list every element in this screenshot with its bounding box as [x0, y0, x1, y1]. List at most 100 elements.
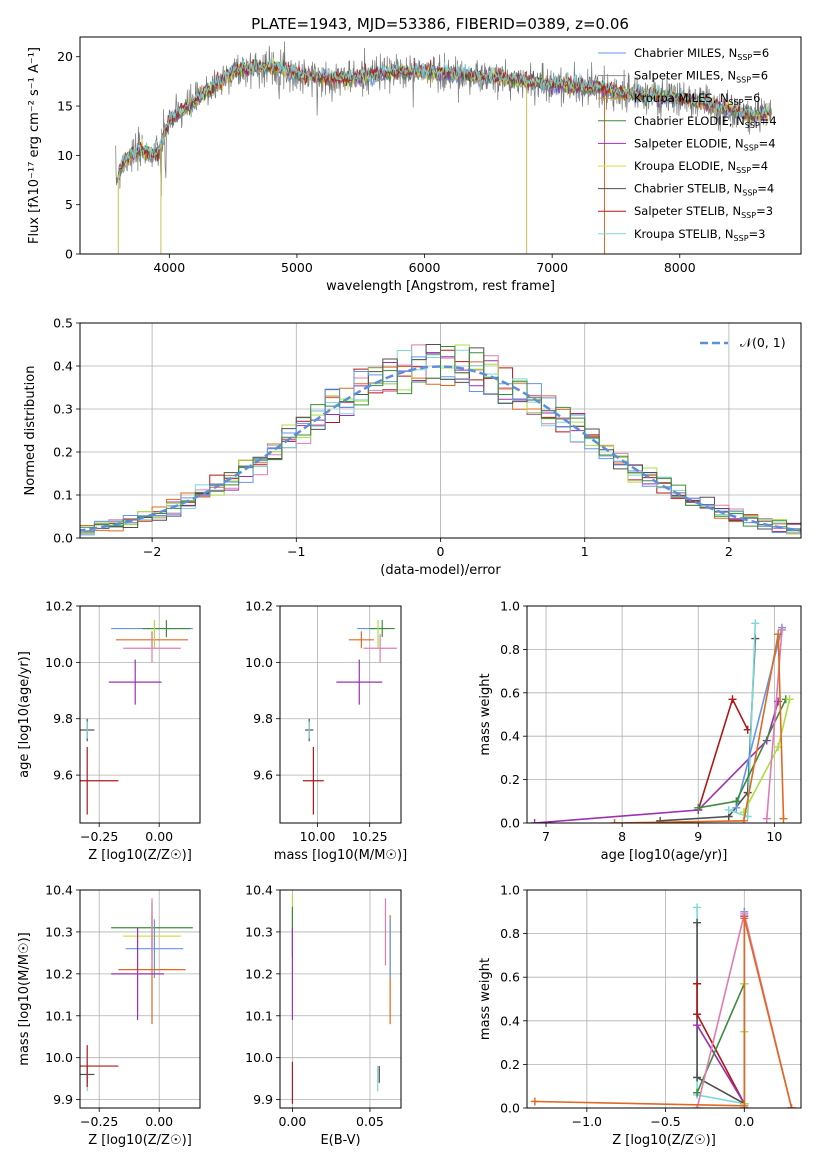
- y-tick-label: 0.6: [500, 685, 520, 700]
- y-axis-label: Normed distribution: [23, 366, 38, 496]
- mass-weight-marker: [693, 1088, 702, 1097]
- mass-weight-marker: [656, 816, 665, 823]
- mass-weight-marker: [739, 808, 748, 817]
- x-axis-label: Z [log10(Z/Z☉)]: [612, 1133, 716, 1148]
- y-tick-label: 15: [57, 99, 73, 114]
- x-axis-label: Z [log10(Z/Z☉)]: [88, 848, 192, 863]
- y-tick-label: 0.4: [53, 359, 73, 374]
- panel-mass_vs_EBV: 0.00 0.05 9.9 10.0 10.1 10.2 10.3 10.4 E(B-V): [245, 883, 402, 1148]
- axes-frame: [79, 36, 802, 255]
- mass-weight-marker: [740, 914, 749, 923]
- y-tick-label: 0.2: [500, 1057, 520, 1072]
- y-axis-label: Flux [fλ10⁻¹⁷ erg cm⁻² s⁻¹ A⁻¹]: [27, 47, 42, 244]
- x-tick-label: 1: [581, 544, 589, 559]
- plot-area: [80, 344, 801, 538]
- y-tick-label: 10.3: [45, 924, 73, 939]
- x-axis-label: (data-model)/error: [380, 563, 501, 578]
- x-axis-label: wavelength [Angstrom, rest frame]: [326, 279, 555, 294]
- mass-weight-marker: [751, 619, 760, 628]
- mass-weight-marker: [774, 630, 783, 639]
- y-tick-label: 0.3: [53, 402, 73, 417]
- panel-residuals: −2 −1 0 1 2 0.0 0.1 0.2 0.3 0.4 0.5 (data-model)/er…: [23, 316, 802, 578]
- y-tick-label: 10.1: [45, 1008, 73, 1023]
- y-tick-label: 10.2: [45, 966, 73, 981]
- y-tick-label: 0.0: [53, 531, 73, 546]
- mass-weight-marker: [610, 819, 619, 823]
- y-tick-label: 0.2: [500, 772, 520, 787]
- y-tick-label: 10.0: [245, 655, 273, 670]
- panel-age_vs_Z: −0.25 0.00 9.6 9.8 10.0 10.2 Z [log10(Z/Z☉)] ag…: [17, 599, 201, 863]
- plot-area: [291, 894, 391, 1104]
- legend-label: Salpeter ELODIE, NSSP=4: [634, 136, 776, 152]
- y-tick-label: 10.2: [245, 966, 273, 981]
- axes-frame: [79, 322, 802, 539]
- y-tick-label: 0.4: [500, 1013, 520, 1028]
- mass-weight-marker: [739, 816, 748, 823]
- x-tick-label: 7: [542, 829, 550, 844]
- legend-label: 𝒩(0, 1): [740, 335, 786, 350]
- legend-label: Chabrier MILES, NSSP=6: [634, 46, 769, 62]
- plot-area: [80, 898, 193, 1092]
- y-tick-label: 1.0: [500, 883, 520, 898]
- y-tick-label: 9.9: [53, 1092, 73, 1107]
- mass-weight-marker: [693, 979, 702, 988]
- panel-age_vs_mass: 10.00 10.25 9.6 9.8 10.0 10.2 mass [log10(M/M☉…: [245, 599, 407, 864]
- mass-weight-marker: [777, 625, 786, 634]
- mass-weight-marker: [724, 805, 733, 814]
- mass-weight-marker: [762, 814, 771, 823]
- y-tick-label: 20: [57, 49, 73, 64]
- x-tick-label: 0.05: [356, 1114, 384, 1129]
- y-tick-label: 9.6: [253, 768, 273, 783]
- y-tick-label: 0.8: [500, 642, 520, 657]
- axes-frame: [526, 889, 802, 1109]
- axes-frame: [79, 605, 201, 824]
- legend-label: Kroupa MILES, NSSP=6: [634, 91, 760, 107]
- mass-weight-marker: [693, 1010, 702, 1019]
- x-tick-label: 0.0: [734, 1114, 754, 1129]
- legend-label: Kroupa ELODIE, NSSP=4: [634, 159, 768, 175]
- y-tick-label: 0.2: [53, 445, 73, 460]
- y-tick-label: 1.0: [500, 599, 520, 614]
- x-tick-label: 6000: [409, 260, 441, 275]
- mass-weight-marker: [693, 1021, 702, 1030]
- y-tick-label: 10.3: [245, 924, 273, 939]
- mass-weight-line: [534, 701, 779, 823]
- plot-area: [530, 619, 794, 823]
- x-axis-label: mass [log10(M/M☉)]: [274, 848, 407, 863]
- x-tick-label: −2: [143, 544, 161, 559]
- panel-spectrum: 4000 5000 6000 7000 8000 0 5 10 15 20 wavelength […: [27, 36, 802, 294]
- x-tick-label: 9: [694, 829, 702, 844]
- x-tick-label: 10.25: [352, 829, 388, 844]
- x-tick-label: 8000: [664, 260, 696, 275]
- x-axis-label: E(B-V): [320, 1133, 360, 1148]
- y-tick-label: 9.8: [253, 711, 273, 726]
- x-tick-label: 4000: [153, 260, 185, 275]
- mass-weight-line: [534, 918, 793, 1108]
- mass-weight-line: [696, 907, 745, 1105]
- y-tick-label: 10.0: [45, 1050, 73, 1065]
- mass-weight-marker: [693, 903, 702, 912]
- x-tick-label: 5000: [281, 260, 313, 275]
- plot-area: [115, 41, 772, 254]
- legend-label: Salpeter MILES, NSSP=6: [634, 69, 768, 85]
- panel-massweight_vs_age: 7 8 9 10 0.0 0.2 0.4 0.6 0.8 1.0 age [log10(age/yr…: [478, 599, 802, 863]
- mass-weight-marker: [728, 695, 737, 704]
- axes-frame: [526, 605, 802, 824]
- y-tick-label: 10.0: [245, 1050, 273, 1065]
- panel-massweight_vs_Z: −1.0 −0.5 0.0 0.0 0.2 0.4 0.6 0.8 1.0 Z [log10(Z/…: [478, 883, 802, 1148]
- x-tick-label: −1.0: [572, 1114, 602, 1129]
- y-tick-label: 5: [65, 197, 73, 212]
- y-tick-label: 0: [65, 247, 73, 262]
- y-axis-label: mass [log10(M/M☉)]: [17, 932, 32, 1065]
- model-spectrum: [117, 58, 770, 173]
- normal-reference-curve: [80, 365, 801, 532]
- y-axis-label: age [log10(age/yr)]: [17, 651, 32, 778]
- x-axis-label: Z [log10(Z/Z☉)]: [88, 1133, 192, 1148]
- plot-area: [80, 620, 193, 815]
- x-tick-label: 0.00: [278, 1114, 306, 1129]
- mass-weight-marker: [740, 1101, 749, 1108]
- plot-area: [530, 903, 796, 1108]
- y-tick-label: 0.1: [53, 488, 73, 503]
- y-tick-label: 10.0: [45, 655, 73, 670]
- figure-title: PLATE=1943, MJD=53386, FIBERID=0389, z=0…: [251, 15, 629, 33]
